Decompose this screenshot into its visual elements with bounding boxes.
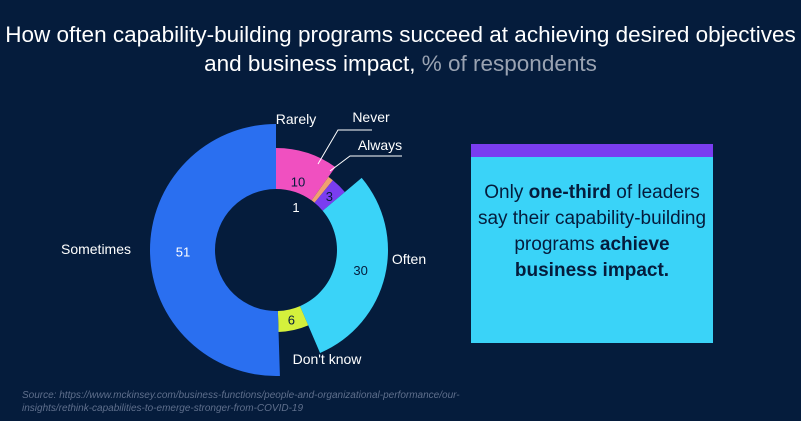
slice-sometimes [150,124,280,376]
category-label-don-t-know: Don't know [293,351,363,367]
callout-bold-2: achieve business impact. [514,234,670,281]
category-label-never: Never [352,109,390,125]
category-label-always: Always [358,137,402,153]
callout-box: Only one-third of leaders say their capa… [471,144,713,343]
leader-line-always [329,155,402,172]
slice-don-t-know [277,306,309,332]
value-label-often: 30 [353,263,367,278]
category-label-often: Often [392,251,426,267]
value-label-sometimes: 51 [176,244,190,259]
value-label-don-t-know: 6 [288,312,295,327]
callout-accent-bar [471,144,713,157]
category-label-sometimes: Sometimes [61,241,131,257]
value-label-never: 1 [292,200,299,215]
leader-line-never [317,129,372,165]
slice-always [314,180,345,211]
slice-rarely [276,148,336,201]
category-label-rarely: Rarely [276,111,316,127]
chart-title: How often capability-building programs s… [0,20,801,78]
title-unit: % of respondents [421,51,597,76]
slice-often [299,177,389,353]
source-note: Source: https://www.mckinsey.com/busines… [22,390,460,414]
callout-bold-1: one-third [528,182,611,203]
value-label-always: 3 [326,189,333,204]
callout-text: Only one-third of leaders say their capa… [471,180,713,284]
title-main: How often capability-building programs s… [5,22,796,76]
value-label-rarely: 10 [291,174,305,189]
slice-never [311,176,333,203]
callout-text-1: Only [484,182,529,203]
callout-text-2: of leaders say their capability-building… [477,182,707,255]
